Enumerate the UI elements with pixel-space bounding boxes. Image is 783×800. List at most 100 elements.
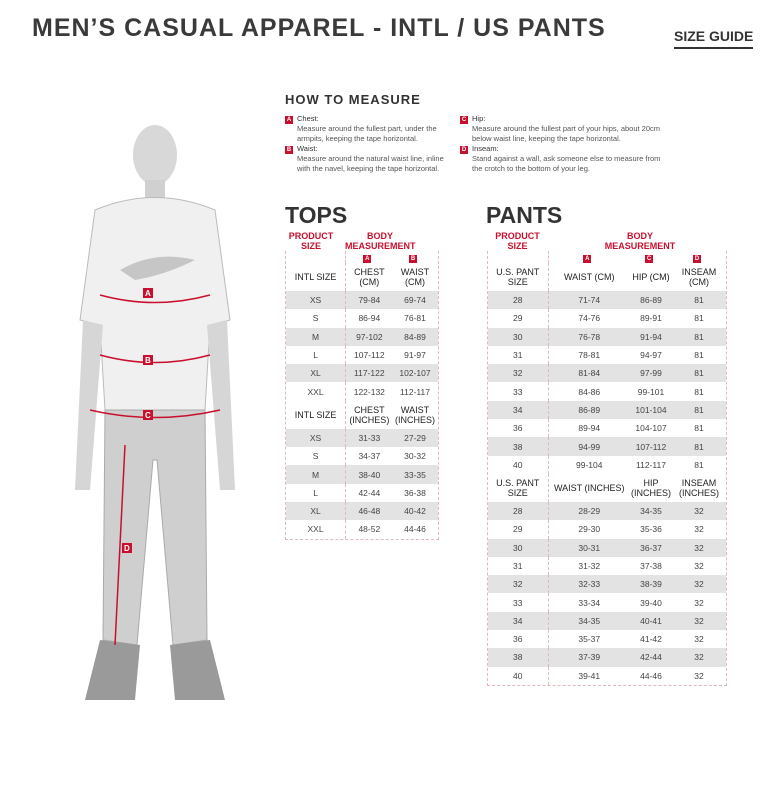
table-cell: 33 <box>488 382 549 401</box>
table-cell: 76-78 <box>548 327 630 346</box>
table-cell: 74-76 <box>578 313 601 324</box>
pants-heading: PANTS <box>486 202 563 228</box>
table-cell: 40 <box>488 455 549 474</box>
table-cell: 78-81 <box>578 350 601 361</box>
table-cell: 36 <box>488 419 549 438</box>
marker-c-label: C <box>145 411 151 420</box>
table-cell: 94-97 <box>640 350 662 361</box>
tops-product-size: PRODUCT SIZE <box>288 231 334 251</box>
table-cell: XXL <box>286 382 347 401</box>
table-cell: 89-91 <box>640 313 662 324</box>
table-cell: 36-38 <box>404 487 426 498</box>
table-cell: 86-89 <box>630 291 672 310</box>
table-row: 34 86-89 101-104 81 <box>488 400 726 420</box>
table-cell: 94-99 <box>548 437 630 456</box>
table-row: 40 39-41 44-46 32 <box>488 666 726 685</box>
table-cell: 41-42 <box>640 634 662 645</box>
table-cell: 30 <box>488 538 549 557</box>
table-row: M 38-40 33-35 <box>286 465 438 484</box>
table-row: 40 99-104 112-117 81 <box>488 455 726 474</box>
table-row: L 107-112 91-97 <box>286 345 438 365</box>
table-cell: 31 <box>488 556 549 576</box>
table-cell: 107-112 <box>354 350 385 361</box>
table-cell: 69-74 <box>392 291 438 310</box>
table-cell: 35-36 <box>640 524 662 535</box>
column-header: INSEAM (CM) <box>681 267 717 287</box>
table-cell: 112-117 <box>400 386 430 397</box>
letter-badge: A <box>285 116 293 124</box>
letter-badge: D <box>693 254 701 263</box>
table-cell: 84-89 <box>392 327 438 346</box>
table-cell: 34 <box>488 611 549 631</box>
marker-d <box>122 543 132 553</box>
table-row: M 97-102 84-89 <box>286 327 438 346</box>
table-cell: 27-29 <box>392 428 438 448</box>
table-row: 28 28-29 34-35 32 <box>488 501 726 521</box>
table-cell: 37-39 <box>548 648 630 667</box>
table-cell: 29 <box>488 520 549 539</box>
instruction-label: Inseam: <box>472 144 499 153</box>
letter-badge: D <box>460 146 468 154</box>
table-cell: 32 <box>672 611 726 631</box>
table-cell: 81 <box>694 313 704 324</box>
column-header: WAIST (CM) <box>564 272 615 282</box>
table-cell: 122-132 <box>353 386 385 397</box>
table-cell: 29-30 <box>578 524 601 535</box>
table-row: 31 31-32 37-38 32 <box>488 556 726 576</box>
measure-instruction: C Hip: Measure around the fullest part of … <box>460 114 665 143</box>
letter-badge: C <box>645 254 653 263</box>
table-cell: 81 <box>672 327 726 346</box>
table-cell: 101-104 <box>630 400 672 420</box>
table-cell: 38 <box>488 648 549 667</box>
table-cell: 36 <box>488 630 549 649</box>
table-row: XXL 122-132 112-117 <box>286 382 438 401</box>
instruction-text: Measure around the fullest part, under t… <box>297 124 437 143</box>
column-header: U.S. PANT SIZE <box>488 263 549 291</box>
table-cell: 30-31 <box>548 538 630 557</box>
table-cell: XXL <box>286 520 347 539</box>
table-cell: S <box>286 447 347 466</box>
table-row: 31 78-81 94-97 81 <box>488 345 726 365</box>
table-cell: 32 <box>694 670 704 681</box>
table-cell: 29 <box>488 309 549 328</box>
instruction-text: Measure around the natural waist line, i… <box>297 154 444 173</box>
table-cell: XS <box>286 291 347 310</box>
table-cell: 37-38 <box>640 561 662 571</box>
table-cell: 79-84 <box>345 291 393 310</box>
table-row: 29 29-30 35-36 32 <box>488 520 726 539</box>
table-cell: 35-37 <box>578 634 601 645</box>
table-cell: 38-40 <box>345 465 393 484</box>
table-row: 34 34-35 40-41 32 <box>488 611 726 631</box>
column-header: WAIST (CM) <box>400 267 430 287</box>
table-cell: 33-34 <box>578 597 601 608</box>
instruction-label: Hip: <box>472 114 486 123</box>
table-cell: 28 <box>488 291 549 310</box>
pants-product-size: PRODUCT SIZE <box>495 231 540 251</box>
table-cell: 86-94 <box>358 313 381 324</box>
table-cell: 38-39 <box>630 575 672 594</box>
table-row: 30 76-78 91-94 81 <box>488 327 726 346</box>
table-row: XS 31-33 27-29 <box>286 428 438 448</box>
table-cell: 34-35 <box>548 611 630 631</box>
table-cell: 97-99 <box>630 364 672 383</box>
column-header: INTL SIZE <box>286 400 347 429</box>
table-cell: 81-84 <box>548 364 630 383</box>
table-row: S 34-37 30-32 <box>286 447 438 466</box>
marker-b <box>143 355 153 365</box>
how-to-measure-heading: HOW TO MEASURE <box>285 92 421 107</box>
table-cell: 42-44 <box>630 648 672 667</box>
page-title: MEN’S CASUAL APPAREL - INTL / US PANTS <box>32 14 606 42</box>
table-cell: 34-37 <box>358 451 381 462</box>
tops-table: A B INTL SIZE CHEST (CM) WAIST (CM) XS 79-84 69… <box>285 251 439 540</box>
marker-b-label: B <box>145 356 151 365</box>
table-cell: 39-41 <box>578 670 601 681</box>
table-row: 38 94-99 107-112 81 <box>488 437 726 456</box>
tops-body-measurement: BODY MEASUREMENT <box>345 231 416 251</box>
table-cell: 81 <box>672 364 726 383</box>
table-cell: 32 <box>672 575 726 594</box>
table-cell: 81 <box>694 459 704 470</box>
table-cell: 34 <box>488 400 549 420</box>
column-header: INSEAM (INCHES) <box>679 477 719 498</box>
table-cell: 91-94 <box>630 327 672 346</box>
table-cell: M <box>286 327 347 346</box>
